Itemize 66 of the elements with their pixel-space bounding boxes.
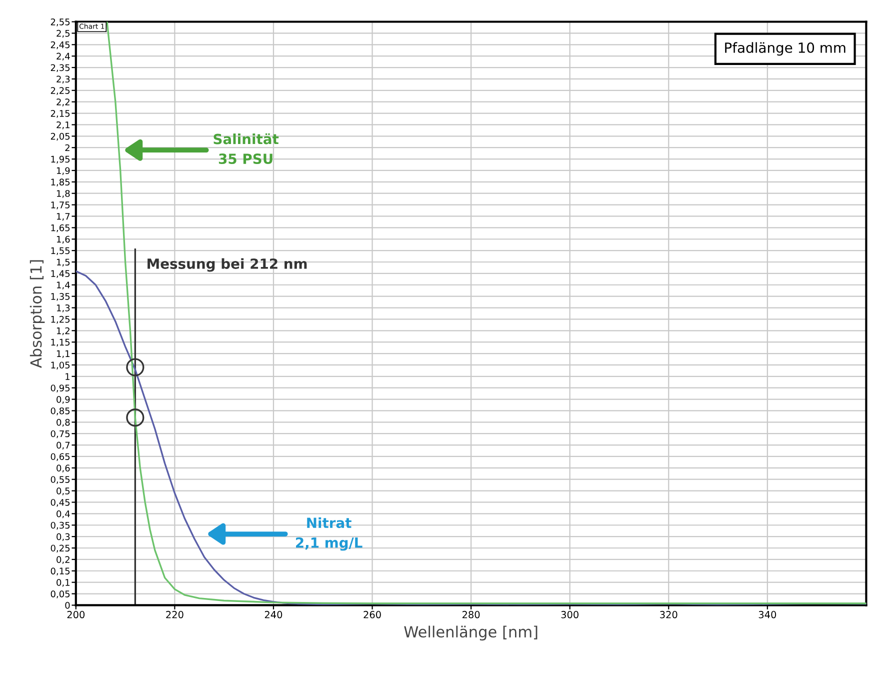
y-tick-label: 0,35 xyxy=(50,522,70,530)
y-tick-label: 1,85 xyxy=(51,178,70,186)
y-tick-label: 0,95 xyxy=(50,384,70,392)
x-tick-label: 260 xyxy=(364,610,381,618)
y-tick-label: 1,7 xyxy=(56,213,70,221)
x-tick-label: 220 xyxy=(166,610,184,618)
y-tick-label: 0,65 xyxy=(50,453,70,461)
y-tick-label: 1,4 xyxy=(56,282,70,290)
y-tick-label: 1,55 xyxy=(51,247,70,256)
y-axis-title: Absorption [1] xyxy=(30,260,45,368)
y-tick-label: 1,6 xyxy=(56,236,70,244)
y-tick-label: 0,85 xyxy=(50,407,70,416)
y-tick-label: 1,05 xyxy=(51,362,70,370)
y-tick-label: 0,55 xyxy=(50,476,70,484)
y-tick-label: 1,35 xyxy=(51,293,70,301)
annotation: Nitrat 2,1 mg/L xyxy=(296,517,362,551)
y-tick-label: 1,1 xyxy=(56,350,70,358)
x-tick-label: 300 xyxy=(561,610,578,618)
y-tick-label: 0,4 xyxy=(56,510,70,518)
y-tick-label: 0,6 xyxy=(56,464,70,472)
y-tick-label: 1,9 xyxy=(56,167,70,175)
y-tick-label: 1,45 xyxy=(51,270,70,278)
y-tick-label: 0,9 xyxy=(56,396,70,404)
y-tick-label: 2 xyxy=(65,144,70,152)
y-tick-label: 0,3 xyxy=(56,533,70,542)
x-tick-label: 340 xyxy=(758,610,776,618)
y-tick-label: 2,25 xyxy=(50,87,70,95)
y-tick-label: 0,05 xyxy=(50,590,70,598)
annotation: Salinität 35 PSU xyxy=(214,133,279,164)
x-tick-label: 200 xyxy=(67,610,85,618)
y-tick-label: 1,3 xyxy=(56,304,70,312)
y-tick-label: 2,2 xyxy=(56,98,70,106)
y-tick-label: 2,4 xyxy=(56,52,70,61)
y-tick-label: 0,2 xyxy=(56,556,70,564)
y-tick-label: 1 xyxy=(66,373,70,380)
y-tick-label: 2,05 xyxy=(50,132,70,141)
y-tick-label: 1,8 xyxy=(56,190,70,198)
y-tick-label: 2,45 xyxy=(50,41,70,50)
y-tick-label: 0,1 xyxy=(56,579,70,587)
ref-line-label: Messung bei 212 nm xyxy=(148,258,307,272)
y-tick-label: 0,25 xyxy=(50,544,70,552)
x-tick-label: 280 xyxy=(462,610,480,618)
y-tick-label: 1,2 xyxy=(56,327,70,336)
y-tick-label: 1,25 xyxy=(51,316,70,324)
y-tick-label: 2,1 xyxy=(56,121,70,130)
y-tick-label: 0,7 xyxy=(56,442,70,450)
y-tick-label: 0,5 xyxy=(56,488,70,496)
y-tick-label: 2,55 xyxy=(50,18,70,26)
y-tick-label: 1,15 xyxy=(51,338,70,347)
y-tick-label: 2,5 xyxy=(56,30,70,38)
y-tick-label: 0 xyxy=(65,602,70,609)
y-tick-label: 0,15 xyxy=(50,568,70,576)
x-tick-label: 320 xyxy=(660,610,678,618)
y-tick-label: 1,65 xyxy=(51,224,70,232)
y-tick-label: 2,3 xyxy=(56,76,70,84)
y-tick-label: 0,8 xyxy=(56,418,70,427)
x-tick-label: 240 xyxy=(264,610,282,618)
y-tick-label: 2,35 xyxy=(50,64,70,72)
y-tick-label: 1,75 xyxy=(51,202,70,210)
annotation: Pfadlänge 10 mm xyxy=(725,42,846,56)
x-axis-title: Wellenlänge [nm] xyxy=(404,626,538,641)
y-tick-label: 2,15 xyxy=(50,110,70,118)
y-tick-label: 1,95 xyxy=(51,156,70,164)
y-tick-label: 0,75 xyxy=(50,430,70,438)
y-tick-label: 1,5 xyxy=(56,258,70,266)
y-tick-label: 0,45 xyxy=(50,498,70,507)
